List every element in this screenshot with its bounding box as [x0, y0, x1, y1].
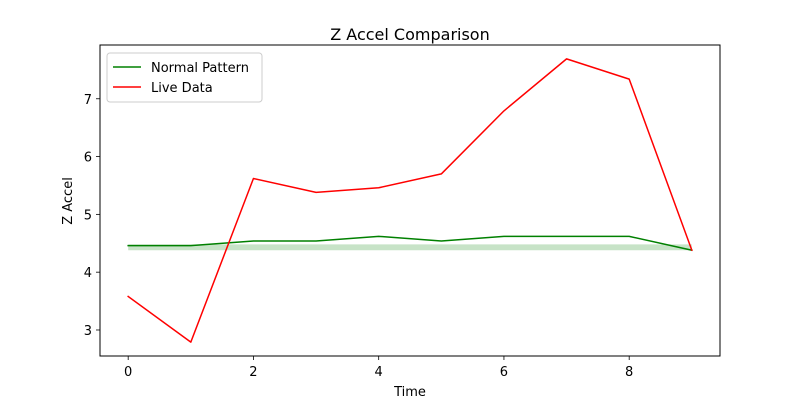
y-axis-label: Z Accel: [61, 177, 76, 225]
y-tick-label: 6: [84, 151, 92, 166]
legend-label: Normal Pattern: [151, 61, 249, 76]
series-line-normal-pattern: [127, 235, 693, 252]
x-axis: 0 2 4 6 8: [124, 356, 633, 380]
y-tick-label: 3: [84, 324, 92, 339]
y-tick-label: 7: [84, 93, 92, 108]
normal-band: [128, 244, 692, 251]
y-tick-label: 4: [84, 266, 92, 281]
legend-label: Live Data: [151, 81, 213, 96]
legend: Normal Pattern Live Data: [106, 52, 263, 103]
series-line-live-data: [127, 58, 693, 343]
x-tick-label: 4: [375, 365, 383, 380]
plot-frame: [99, 44, 721, 357]
x-tick-label: 0: [124, 365, 132, 380]
legend-box: [106, 52, 263, 103]
x-axis-label: Time: [393, 385, 426, 400]
y-axis: 3 4 5 6 7: [84, 93, 100, 339]
y-tick-label: 5: [84, 208, 92, 223]
legend-items: Normal Pattern Live Data: [113, 61, 249, 96]
band-layer: [128, 244, 692, 251]
x-tick-label: 8: [625, 365, 633, 380]
chart-title: Z Accel Comparison: [330, 25, 489, 44]
x-tick-label: 2: [249, 365, 257, 380]
series-layer: [127, 58, 693, 343]
x-tick-label: 6: [500, 365, 508, 380]
